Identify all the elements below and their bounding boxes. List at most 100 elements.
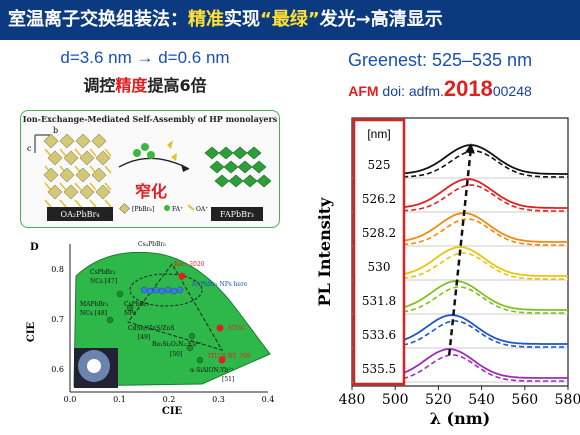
pl-curve-dashed bbox=[395, 184, 568, 212]
doi-a: doi: adfm. bbox=[378, 83, 444, 99]
doi-b: 00248 bbox=[492, 83, 532, 99]
precision-text: 调控精度提高6倍 bbox=[10, 72, 280, 96]
itu-label: ITU-R BT. 709 bbox=[208, 353, 251, 360]
octahedron-icon bbox=[47, 150, 63, 166]
fapbbr-structure bbox=[204, 146, 272, 188]
cspbbr3-nps-label: CsPbBr₃ bbox=[124, 301, 150, 308]
precision-a: 调控 bbox=[83, 76, 116, 95]
pl-curve bbox=[395, 314, 568, 345]
emission-core bbox=[87, 359, 101, 373]
cie-x-tick: 0.4 bbox=[262, 395, 275, 404]
peak-trend-arrow bbox=[447, 148, 473, 356]
fa-cube-icon bbox=[214, 174, 230, 188]
cs4pbbr6-label: Cs₄PbBr₆ bbox=[138, 241, 166, 248]
fapbbr-np-point bbox=[146, 287, 154, 295]
octahedron-icon bbox=[91, 133, 107, 149]
left-label-bg bbox=[47, 207, 113, 221]
pl-spectra-chart: [nm] 525 526.2 528.2 530 531.8 533.6 535.5 480… bbox=[315, 117, 580, 428]
fapbbr-np-point bbox=[158, 287, 166, 295]
banner-part1: 室温离子交换组装法： bbox=[8, 9, 188, 30]
octahedron-icon bbox=[43, 167, 59, 183]
highlight-ellipse bbox=[129, 273, 203, 307]
legend-header: [nm] bbox=[367, 127, 390, 141]
oa-chain-icon bbox=[74, 148, 82, 157]
legend-box bbox=[352, 118, 406, 386]
fapbbr-np-point bbox=[176, 286, 184, 294]
legend-pbbr6: [PbBr₆] bbox=[132, 206, 154, 213]
pl-curve bbox=[395, 212, 568, 243]
axis-c-label: c bbox=[27, 144, 32, 153]
octahedron-icon bbox=[59, 133, 75, 149]
material-point bbox=[126, 304, 134, 312]
material-point bbox=[116, 290, 124, 298]
mapbbr-label: MAPbBr₃ bbox=[80, 301, 109, 308]
pl-curve bbox=[395, 280, 568, 311]
fa-cube-icon bbox=[209, 160, 225, 174]
fa-ion-icon bbox=[147, 151, 155, 159]
x-tick-label: 500 bbox=[382, 392, 409, 408]
sialon-label: α-SiAlON:Yb²⁺ bbox=[190, 367, 234, 374]
cie-x-tick: 0.0 bbox=[64, 395, 77, 404]
octahedron-icon bbox=[47, 184, 63, 200]
schematic-title: Ion-Exchange-Mediated Self-Assembly of H… bbox=[22, 114, 278, 124]
legend-entry: 530 bbox=[368, 260, 391, 274]
pl-curve-dashed bbox=[395, 286, 568, 314]
legend-oa: OA⁺ bbox=[196, 206, 208, 213]
octahedron-icon bbox=[79, 150, 95, 166]
fa-cube-icon bbox=[237, 160, 253, 174]
oa-chain-icon bbox=[104, 165, 112, 174]
fa-cube-icon bbox=[228, 174, 244, 188]
title-banner: 室温离子交换组装法：精准实现“最绿”发光→高清显示 bbox=[0, 0, 580, 40]
octahedron-icon bbox=[75, 133, 91, 149]
material-point bbox=[186, 344, 194, 352]
afm-label: AFM bbox=[348, 83, 379, 99]
oa-ion-icon bbox=[167, 140, 173, 149]
cie-x-tick: 0.3 bbox=[212, 395, 225, 404]
octahedron-icon bbox=[79, 184, 95, 200]
x-tick-label: 540 bbox=[468, 392, 495, 408]
nc48-label: NCs [48] bbox=[80, 310, 107, 317]
oa-legend-icon bbox=[187, 204, 195, 211]
cie-x-label: CIE bbox=[162, 406, 183, 417]
octahedron-icon bbox=[91, 167, 107, 183]
fapbbr-np-point bbox=[170, 287, 178, 295]
ba-label: Ba₂Si₂O₂N₂:Eu²⁺ bbox=[152, 341, 202, 348]
schematic-panel: Ion-Exchange-Mediated Self-Assembly of H… bbox=[20, 110, 280, 228]
oa-chain-icon bbox=[44, 199, 52, 208]
trend-arrowhead bbox=[464, 143, 475, 154]
reaction-arrow bbox=[118, 140, 190, 172]
precision-c: 提高6倍 bbox=[147, 76, 207, 95]
oa-chain-icon bbox=[44, 182, 52, 191]
pl-curve-dashed bbox=[395, 320, 568, 348]
pl-curve-dashed bbox=[395, 218, 568, 246]
x-axis-label: λ (nm) bbox=[430, 409, 491, 428]
fa-cube-icon bbox=[242, 174, 258, 188]
panel-label: D bbox=[30, 242, 39, 253]
nc47-label: NCs [47] bbox=[90, 278, 117, 285]
legend-icons: [PbBr₆] FA⁺ OA⁺ bbox=[119, 203, 208, 214]
cie-y-tick: 0.6 bbox=[51, 365, 64, 374]
cie-x-tick: 0.2 bbox=[163, 395, 176, 404]
oa-chain-icon bbox=[74, 199, 82, 208]
right-label-bg bbox=[211, 207, 263, 221]
oa-chain-icon bbox=[59, 182, 67, 191]
size-change-text: d=3.6 nm → d=0.6 nm bbox=[60, 48, 230, 67]
legend-entry: 525 bbox=[368, 158, 391, 172]
octahedron-icon bbox=[75, 167, 91, 183]
cie-gamut-area bbox=[73, 251, 271, 387]
pl-curve-dashed bbox=[395, 150, 568, 178]
red-reference-point bbox=[178, 272, 186, 280]
cie-ticks: 0.0 0.1 0.2 0.3 0.4 0.6 0.7 0.8 bbox=[51, 265, 274, 404]
doi-text: AFM doi: adfm.201800248 bbox=[300, 76, 580, 102]
legend-fa: FA⁺ bbox=[172, 206, 183, 213]
oa-chain-icon bbox=[44, 148, 52, 157]
oa-ion-icon bbox=[171, 153, 177, 161]
plot-frame bbox=[351, 117, 569, 387]
material-point bbox=[196, 356, 204, 364]
fa-cube-icon bbox=[223, 160, 239, 174]
x-tick-label: 520 bbox=[425, 392, 452, 408]
x-tick-labels: 480 500 520 540 560 580 bbox=[339, 386, 580, 408]
legend-entry: 526.2 bbox=[362, 192, 396, 206]
nps-label: NPs bbox=[124, 310, 136, 317]
cdse-label: CdSe//ZnS/ZnS bbox=[128, 325, 174, 332]
